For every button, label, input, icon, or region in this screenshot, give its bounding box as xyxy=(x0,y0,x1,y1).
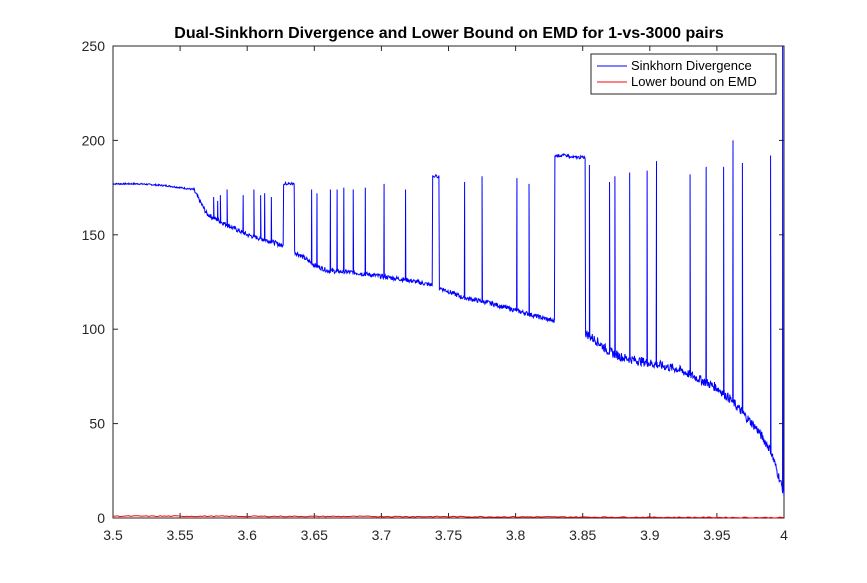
series-layer xyxy=(112,45,785,519)
x-tick-label: 3.7 xyxy=(372,527,392,543)
series-line-lower-bound-on-emd xyxy=(112,515,785,519)
axis-ticks: 3.5 3.55 3.6 3.65 3.7 3.75 3.8 3.85 3.9 3.95 4 0 50 1… xyxy=(82,38,788,543)
x-tick-label: 3.95 xyxy=(703,527,730,543)
chart-title: Dual-Sinkhorn Divergence and Lower Bound… xyxy=(174,25,724,42)
x-tick-label: 3.55 xyxy=(166,527,193,543)
legend-label: Sinkhorn Divergence xyxy=(631,58,752,73)
y-tick-label: 150 xyxy=(82,227,106,243)
legend-label: Lower bound on EMD xyxy=(631,74,757,89)
plot-area xyxy=(112,45,785,519)
axes-box xyxy=(112,45,785,519)
x-tick-label: 3.9 xyxy=(640,527,660,543)
x-tick-label: 3.75 xyxy=(435,527,462,543)
y-tick-label: 100 xyxy=(82,321,106,337)
x-tick-label: 3.6 xyxy=(237,527,257,543)
x-tick-label: 4 xyxy=(780,527,788,543)
x-tick-label: 3.5 xyxy=(103,527,123,543)
x-tick-label: 3.8 xyxy=(506,527,526,543)
y-tick-label: 0 xyxy=(97,510,105,526)
y-tick-label: 250 xyxy=(82,38,106,54)
x-tick-label: 3.85 xyxy=(569,527,596,543)
y-tick-label: 200 xyxy=(82,132,106,148)
series-line-sinkhorn-divergence xyxy=(112,45,785,497)
x-tick-label: 3.65 xyxy=(301,527,328,543)
legend-box xyxy=(590,53,777,95)
y-tick-label: 50 xyxy=(89,416,105,432)
